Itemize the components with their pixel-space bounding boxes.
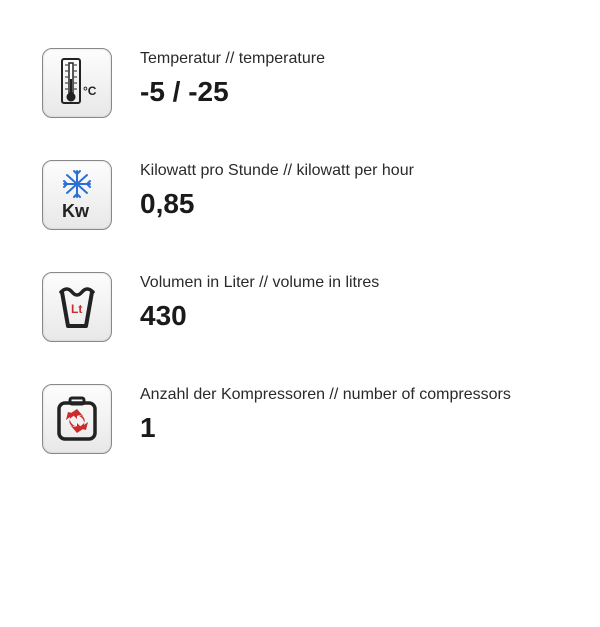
svg-text:°C: °C xyxy=(83,84,97,98)
volume-icon: Lt xyxy=(42,272,112,342)
spec-value: 0,85 xyxy=(140,188,414,220)
spec-label: Kilowatt pro Stunde // kilowatt per hour xyxy=(140,162,414,180)
spec-text: Volumen in Liter // volume in litres 430 xyxy=(140,272,379,332)
spec-row-volume: Lt Volumen in Liter // volume in litres … xyxy=(42,272,600,342)
spec-text: Anzahl der Kompressoren // number of com… xyxy=(140,384,511,444)
spec-label: Volumen in Liter // volume in litres xyxy=(140,274,379,292)
spec-row-compressors: Anzahl der Kompressoren // number of com… xyxy=(42,384,600,454)
spec-label: Temperatur // temperature xyxy=(140,50,325,68)
spec-value: 430 xyxy=(140,300,379,332)
spec-text: Kilowatt pro Stunde // kilowatt per hour… xyxy=(140,160,414,220)
spec-value: -5 / -25 xyxy=(140,76,325,108)
svg-text:Lt: Lt xyxy=(71,302,82,316)
spec-row-kilowatt: Kw Kilowatt pro Stunde // kilowatt per h… xyxy=(42,160,600,230)
svg-text:Kw: Kw xyxy=(62,201,90,221)
spec-text: Temperatur // temperature -5 / -25 xyxy=(140,48,325,108)
kilowatt-icon: Kw xyxy=(42,160,112,230)
spec-row-temperature: °C Temperatur // temperature -5 / -25 xyxy=(42,48,600,118)
spec-value: 1 xyxy=(140,412,511,444)
compressor-icon xyxy=(42,384,112,454)
spec-label: Anzahl der Kompressoren // number of com… xyxy=(140,386,511,404)
thermometer-icon: °C xyxy=(42,48,112,118)
